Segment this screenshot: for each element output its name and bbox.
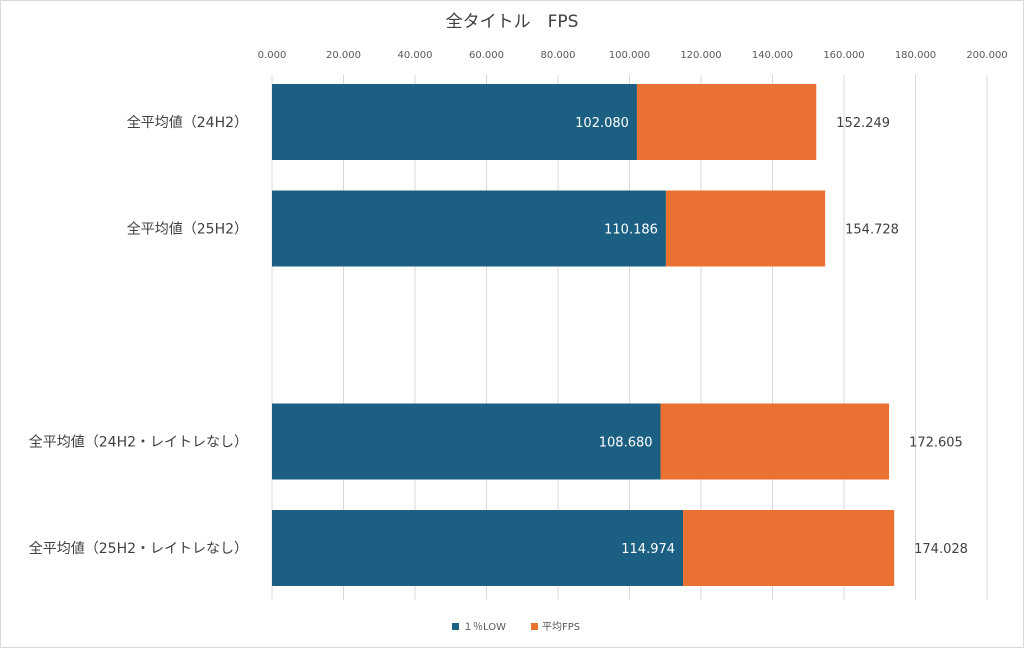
x-tick-label: 140.000 [752,50,793,61]
chart-title: 全タイトル FPS [446,12,579,32]
category-label: 全平均値（25H2） [127,221,248,238]
x-tick-label: 0.000 [258,50,287,61]
data-labels: 102.080 152.249 110.186 154.728 108.680 172.6… [575,116,968,557]
data-label-avg-fps: 172.605 [909,436,963,451]
category-labels: 全平均値（24H2） 全平均値（25H2） 全平均値（24H2・レイトレなし） 全平均… [29,114,248,557]
x-tick-label: 60.000 [469,50,504,61]
data-label-avg-fps: 174.028 [914,542,968,557]
x-tick-label: 160.000 [823,50,864,61]
x-tick-label: 20.000 [326,50,361,61]
bar-1pct-low [272,510,684,586]
x-tick-label: 100.000 [609,50,650,61]
bar-1pct-low [272,190,666,267]
legend-label: １％LOW [463,622,506,633]
bar-1pct-low [272,84,637,160]
data-label-1pct-low: 114.974 [621,542,675,557]
data-label-1pct-low: 110.186 [604,223,658,238]
x-tick-label: 80.000 [541,50,576,61]
legend-swatch [452,623,459,630]
legend-label: 平均FPS [542,621,580,633]
legend-swatch [531,623,538,630]
bars [272,84,895,586]
data-label-1pct-low: 102.080 [575,116,629,131]
data-label-avg-fps: 154.728 [845,223,899,238]
bar-1pct-low [272,403,661,480]
data-label-avg-fps: 152.249 [836,116,890,131]
category-label: 全平均値（24H2） [127,114,248,131]
x-tick-label: 40.000 [398,50,433,61]
legend: １％LOW 平均FPS [452,621,580,633]
category-label: 全平均値（25H2・レイトレなし） [29,540,248,557]
x-tick-label: 180.000 [895,50,936,61]
x-tick-label: 200.000 [966,50,1007,61]
x-tick-label: 120.000 [680,50,721,61]
bar-avg-fps [660,403,890,480]
data-label-1pct-low: 108.680 [599,436,653,451]
bar-avg-fps [683,510,895,586]
x-axis-ticks: 0.000 20.000 40.000 60.000 80.000 100.000 120.… [258,50,1008,61]
category-label: 全平均値（24H2・レイトレなし） [29,434,248,451]
bar-avg-fps [636,84,817,160]
bar-avg-fps [665,190,826,267]
